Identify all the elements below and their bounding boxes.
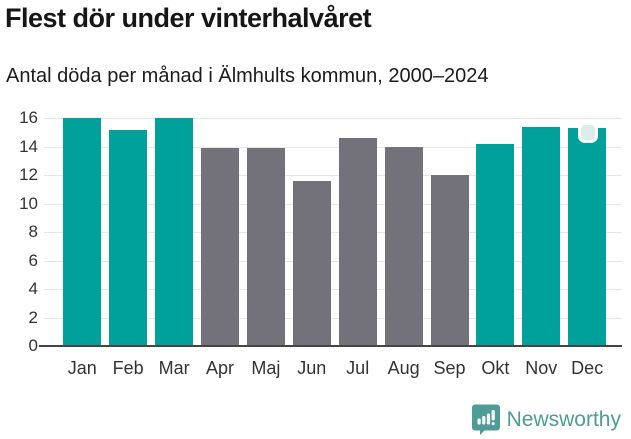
x-axis: Jan Feb Mar Apr Maj Jun Jul Aug Sep Okt Nov Dec <box>44 358 622 382</box>
bar-feb[interactable] <box>109 129 148 345</box>
x-tick-label-mar: Mar <box>158 358 190 378</box>
x-tick-label-jun: Jun <box>297 358 327 378</box>
x-tick-label-jan: Jan <box>67 358 97 378</box>
y-tick-label-4: 4 <box>28 279 38 298</box>
bar-okt[interactable] <box>476 144 515 345</box>
bar-chart: 0 2 4 6 8 10 12 14 16 Jan Feb Mar Apr Maj Jun Jul Aug Se… <box>0 108 631 390</box>
y-tick-label-12: 12 <box>19 165 38 184</box>
gridline-16 <box>44 118 622 119</box>
x-tick-label-okt: Okt <box>481 358 510 378</box>
brand-name: Newsworthy <box>506 407 621 431</box>
bar-dec[interactable] <box>568 128 607 345</box>
gridline-4 <box>44 289 622 290</box>
y-tick-label-6: 6 <box>28 250 38 270</box>
bar-maj[interactable] <box>246 148 285 345</box>
bar-nov[interactable] <box>522 126 561 345</box>
x-axis-baseline <box>39 345 622 347</box>
gridline-14 <box>44 146 622 148</box>
x-tick-label-dec: Dec <box>571 358 604 378</box>
y-tick-label-10: 10 <box>19 193 38 213</box>
bar-drag-handle[interactable] <box>578 122 599 144</box>
bar-jun[interactable] <box>292 181 331 345</box>
chart-title: Flest dör under vinterhalvåret <box>5 3 372 33</box>
plot-area <box>39 118 622 347</box>
newsworthy-bubble-icon <box>471 404 500 435</box>
gridline-10 <box>44 203 622 205</box>
newsworthy-logo[interactable]: Newsworthy <box>471 404 621 435</box>
bar-mar[interactable] <box>155 118 194 345</box>
bar-jul[interactable] <box>338 138 377 345</box>
gridline-12 <box>44 175 622 176</box>
gridline-6 <box>44 260 622 262</box>
bar-apr[interactable] <box>201 148 239 345</box>
y-axis: 0 2 4 6 8 10 12 14 16 <box>0 108 38 355</box>
x-tick-label-jul: Jul <box>346 358 370 378</box>
x-tick-label-feb: Feb <box>112 358 144 378</box>
y-tick-label-14: 14 <box>19 136 38 156</box>
y-tick-label-2: 2 <box>28 307 38 327</box>
bar-jan[interactable] <box>63 118 102 345</box>
x-tick-label-aug: Aug <box>387 358 420 378</box>
y-tick-label-8: 8 <box>28 222 38 241</box>
chart-subtitle: Antal döda per månad i Älmhults kommun, … <box>6 64 489 87</box>
y-tick-label-16: 16 <box>19 108 38 127</box>
y-tick-label-0: 0 <box>28 336 38 355</box>
gridline-8 <box>44 232 622 233</box>
x-tick-label-nov: Nov <box>525 358 558 378</box>
x-tick-label-sep: Sep <box>433 358 466 378</box>
bar-sep[interactable] <box>430 175 469 345</box>
bar-aug[interactable] <box>384 146 423 345</box>
x-tick-label-apr: Apr <box>205 358 235 378</box>
gridline-2 <box>44 317 622 319</box>
x-tick-label-maj: Maj <box>251 358 281 378</box>
